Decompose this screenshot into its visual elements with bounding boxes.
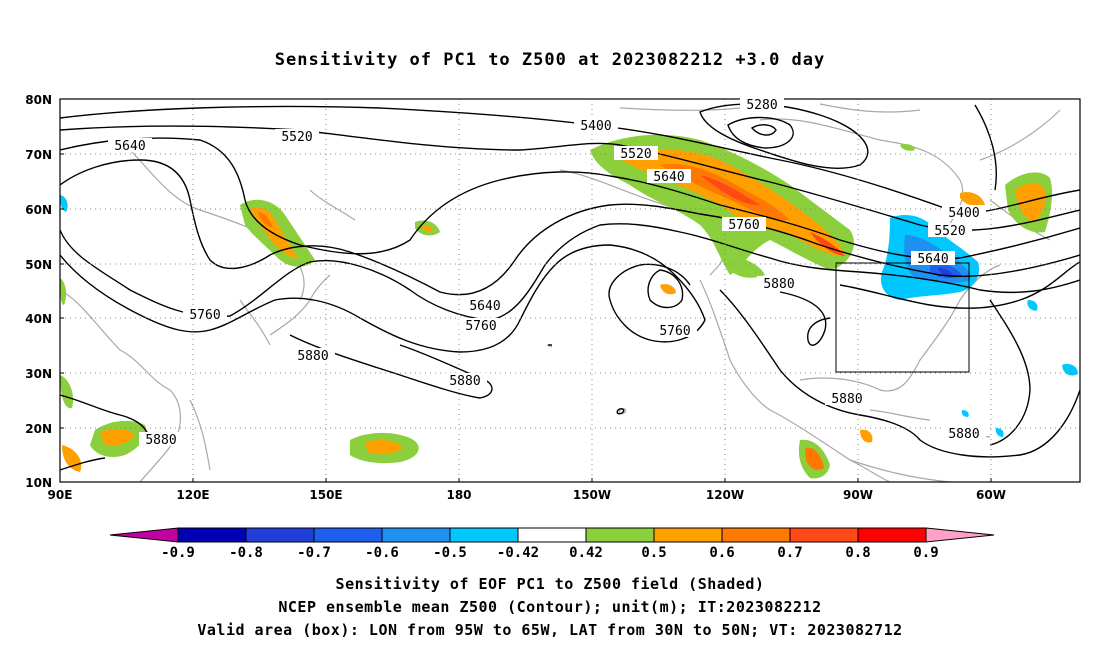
svg-text:5760: 5760 — [465, 319, 496, 334]
lon-label: 120W — [706, 488, 744, 502]
contour-label: 5760 — [722, 217, 766, 233]
contour-label: 5640 — [108, 138, 152, 154]
colorbar-label: 0.42 — [569, 545, 603, 561]
colorbar-label: 0.5 — [641, 545, 666, 561]
colorbar-segment — [585, 527, 655, 543]
svg-text:5880: 5880 — [449, 374, 480, 389]
lat-label: 60N — [25, 203, 52, 217]
lon-label: 150E — [309, 488, 342, 502]
lat-label: 10N — [25, 476, 52, 490]
colorbar: -0.9 -0.8 -0.7 -0.6 -0.5 -0.42 0.42 0.5 0.6 0.7 0.… — [109, 527, 995, 561]
colorbar-low-extend — [109, 527, 179, 543]
lon-label: 60W — [976, 488, 1006, 502]
svg-text:5520: 5520 — [281, 130, 312, 145]
contour-label: 5880 — [139, 432, 183, 448]
svg-text:5640: 5640 — [469, 299, 500, 314]
colorbar-label: -0.42 — [497, 545, 539, 561]
svg-text:5880: 5880 — [831, 392, 862, 407]
lon-label: 90E — [48, 488, 73, 502]
svg-text:5640: 5640 — [917, 252, 948, 267]
plot-frame — [59, 98, 1081, 483]
footer-line-1: Sensitivity of EOF PC1 to Z500 field (Sh… — [335, 575, 765, 593]
contour-label: 5400 — [942, 205, 986, 221]
colorbar-label: 0.7 — [777, 545, 802, 561]
svg-text:5760: 5760 — [728, 218, 759, 233]
contour-label: 5760 — [183, 307, 227, 323]
svg-text:5280: 5280 — [746, 98, 777, 113]
svg-text:5520: 5520 — [934, 224, 965, 239]
colorbar-segment — [313, 527, 383, 543]
lat-label: 80N — [25, 93, 52, 107]
lat-label: 50N — [25, 258, 52, 272]
colorbar-segment — [449, 527, 519, 543]
colorbar-segment — [381, 527, 451, 543]
contour-label: 5520 — [614, 146, 658, 162]
colorbar-segment — [721, 527, 791, 543]
contour-label: 5760 — [459, 318, 503, 334]
contour-label: 5640 — [647, 169, 691, 185]
tick-marks — [60, 98, 992, 483]
colorbar-segment — [517, 527, 587, 543]
colorbar-high-extend — [925, 527, 995, 543]
colorbar-label: -0.8 — [229, 545, 263, 561]
svg-text:5880: 5880 — [297, 349, 328, 364]
contour-label: 5880 — [757, 276, 801, 292]
lat-label: 20N — [25, 422, 52, 436]
svg-text:5640: 5640 — [114, 139, 145, 154]
colorbar-segment — [789, 527, 859, 543]
colorbar-label: 0.9 — [913, 545, 938, 561]
colorbar-label: 0.8 — [845, 545, 870, 561]
colorbar-label: 0.6 — [709, 545, 734, 561]
gridlines — [60, 99, 1080, 482]
footer-line-3: Valid area (box): LON from 95W to 65W, L… — [197, 621, 903, 639]
colorbar-segment — [857, 527, 927, 543]
lon-label: 90W — [843, 488, 873, 502]
colorbar-label: -0.7 — [297, 545, 331, 561]
lat-label: 40N — [25, 312, 52, 326]
contour-label: 5760 — [653, 323, 697, 339]
lon-label: 180 — [446, 488, 471, 502]
contour-label: 5880 — [443, 373, 487, 389]
lon-label: 150W — [573, 488, 611, 502]
colorbar-segment — [177, 527, 247, 543]
footer-line-2: NCEP ensemble mean Z500 (Contour); unit(… — [278, 598, 822, 616]
contour-label: 5280 — [740, 97, 784, 113]
colorbar-label: -0.9 — [161, 545, 195, 561]
contour-label: 5640 — [463, 298, 507, 314]
svg-text:5880: 5880 — [948, 427, 979, 442]
svg-text:5400: 5400 — [580, 119, 611, 134]
svg-text:5880: 5880 — [145, 433, 176, 448]
svg-text:5520: 5520 — [620, 147, 651, 162]
lat-label: 30N — [25, 367, 52, 381]
colorbar-segment — [653, 527, 723, 543]
colorbar-segment — [245, 527, 315, 543]
map-title: Sensitivity of PC1 to Z500 at 2023082212… — [274, 50, 826, 70]
contour-label: 5640 — [911, 251, 955, 267]
contour-label: 5520 — [928, 223, 972, 239]
svg-text:5400: 5400 — [948, 206, 979, 221]
lat-label: 70N — [25, 148, 52, 162]
lon-label: 120E — [176, 488, 209, 502]
svg-text:5760: 5760 — [659, 324, 690, 339]
svg-text:5880: 5880 — [763, 277, 794, 292]
svg-text:5760: 5760 — [189, 308, 220, 323]
contour-label: 5520 — [275, 129, 319, 145]
contour-label: 5880 — [825, 391, 869, 407]
svg-text:5640: 5640 — [653, 170, 684, 185]
colorbar-label: -0.6 — [365, 545, 399, 561]
colorbar-label: -0.5 — [433, 545, 467, 561]
contour-label: 5400 — [574, 118, 618, 134]
contour-label: 5880 — [942, 426, 986, 442]
contour-label: 5880 — [291, 348, 335, 364]
